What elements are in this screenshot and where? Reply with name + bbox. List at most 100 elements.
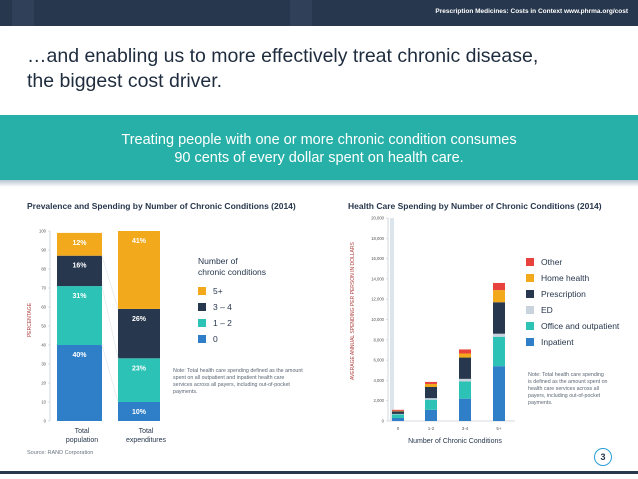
note-line: Note: Total health care spending (528, 372, 604, 378)
right-axis-highlight (390, 218, 394, 421)
right-bar-segment (459, 353, 471, 358)
legend-swatch (526, 258, 534, 266)
banner-line1: Treating people with one or more chronic… (121, 132, 517, 148)
right-y-tick-label: 10,000 (371, 317, 384, 322)
right-bar-segment (392, 410, 404, 412)
right-bar-segment (392, 417, 404, 421)
left-bar-segment (118, 358, 160, 402)
page-title-line2: the biggest cost driver. (27, 70, 223, 92)
right-chart-ylabel: AVERAGE ANNUAL SPENDING PER PERSON IN DO… (350, 242, 356, 380)
left-connector-band (102, 285, 118, 360)
left-bar-data-label: 31% (72, 293, 87, 300)
left-x-category-population-line1: Total (74, 428, 90, 435)
left-chart-note: Note: Total health care spending defined… (173, 368, 308, 396)
right-bar-segment (493, 290, 505, 303)
left-bar-data-label: 12% (72, 240, 87, 247)
legend-swatch (198, 335, 206, 343)
banner-shadow (0, 180, 638, 187)
left-x-category-expenditures: Total expenditures (118, 427, 174, 445)
right-y-tick-label: 6,000 (374, 358, 385, 363)
right-bar-segment (493, 333, 505, 337)
left-bar-data-label: 40% (72, 352, 87, 359)
left-y-tick-label: 10 (41, 400, 46, 405)
note-line: is defined as the amount spent on (528, 379, 608, 385)
left-bar-segment (118, 308, 160, 359)
left-x-category-population-line2: population (65, 437, 99, 444)
legend-label: Inpatient (541, 337, 574, 347)
left-bar-segment (118, 402, 160, 421)
left-y-tick-label: 90 (41, 248, 46, 253)
left-y-tick-label: 60 (41, 305, 46, 310)
left-bar-segment (57, 286, 102, 345)
legend-label: ED (541, 305, 553, 315)
note-line: Note: Total health care spending defined… (173, 368, 303, 374)
right-bar-segment (425, 399, 437, 410)
right-bar-segment (425, 386, 437, 399)
left-connector-band (102, 254, 118, 310)
legend-swatch (526, 274, 534, 282)
top-bar: Prescription Medicines: Costs in Context… (0, 0, 638, 26)
note-line: payments. (173, 389, 198, 395)
legend-swatch (526, 322, 534, 330)
right-bar-segment (459, 357, 471, 379)
right-y-tick-label: 12,000 (371, 297, 384, 302)
legend-label: Home health (541, 273, 590, 283)
banner-line2: 90 cents of every dollar spent on health… (174, 150, 464, 166)
right-x-tick-label: 3-4 (462, 426, 469, 431)
left-chart-ylabel: PERCENTAGE (27, 302, 33, 338)
footer-line (0, 471, 638, 474)
right-y-tick-label: 0 (382, 419, 385, 424)
top-bar-source: Prescription Medicines: Costs in Context… (435, 8, 628, 15)
legend-label: 1 – 2 (213, 318, 232, 328)
left-bar-data-label: 23% (132, 365, 147, 372)
left-legend-title: Number of chronic conditions (198, 256, 266, 278)
note-line: services across all payers, including ou… (173, 382, 290, 388)
page-number: 3 (594, 448, 612, 466)
right-y-tick-label: 14,000 (371, 276, 384, 281)
page-title: …and enabling us to more effectively tre… (27, 44, 607, 94)
right-y-tick-label: 16,000 (371, 256, 384, 261)
note-line: spent on all outpatient and inpatient he… (173, 375, 285, 381)
right-chart-note: Note: Total health care spending is defi… (528, 372, 633, 407)
left-legend-title-line1: Number of (198, 256, 238, 266)
right-bar-segment (425, 398, 437, 400)
right-bar-segment (392, 409, 404, 411)
legend-swatch (198, 287, 206, 295)
left-legend-title-line2: chronic conditions (198, 267, 267, 277)
left-bar-segment (57, 345, 102, 421)
right-bar-segment (392, 414, 404, 418)
left-y-tick-label: 70 (41, 286, 46, 291)
note-line: payments. (528, 400, 553, 406)
right-bar-segment (425, 383, 437, 387)
right-bar-segment (392, 411, 404, 414)
legend-swatch (526, 290, 534, 298)
right-x-tick-label: 5+ (496, 426, 502, 431)
right-chart-title: Health Care Spending by Number of Chroni… (348, 201, 602, 211)
legend-label: 3 – 4 (213, 302, 232, 312)
left-x-category-population: Total population (57, 427, 107, 445)
left-bar-segment (57, 232, 102, 256)
left-y-tick-label: 40 (41, 343, 46, 348)
right-x-tick-label: 1-2 (428, 426, 435, 431)
right-y-tick-label: 20,000 (371, 216, 384, 221)
left-connector-line (101, 344, 119, 403)
right-bar-segment (493, 302, 505, 334)
left-bar-segment (57, 255, 102, 287)
right-bar-segment (459, 381, 471, 399)
left-x-category-expenditures-line2: expenditures (125, 437, 167, 444)
left-y-tick-label: 20 (41, 381, 46, 386)
right-y-tick-label: 18,000 (371, 236, 384, 241)
right-x-tick-label: 0 (397, 426, 400, 431)
key-message-banner: Treating people with one or more chronic… (0, 115, 638, 180)
note-line: payers, including out-of-pocket (528, 393, 601, 399)
legend-swatch (198, 319, 206, 327)
right-bar-segment (392, 413, 404, 415)
left-y-tick-label: 50 (41, 324, 46, 329)
right-bar-segment (425, 381, 437, 384)
right-bar-segment (459, 378, 471, 382)
legend-label: Prescription (541, 289, 586, 299)
right-bar-segment (459, 398, 471, 421)
right-bar-segment (493, 282, 505, 291)
left-chart-title: Prevalence and Spending by Number of Chr… (27, 201, 296, 211)
left-y-tick-label: 80 (41, 267, 46, 272)
